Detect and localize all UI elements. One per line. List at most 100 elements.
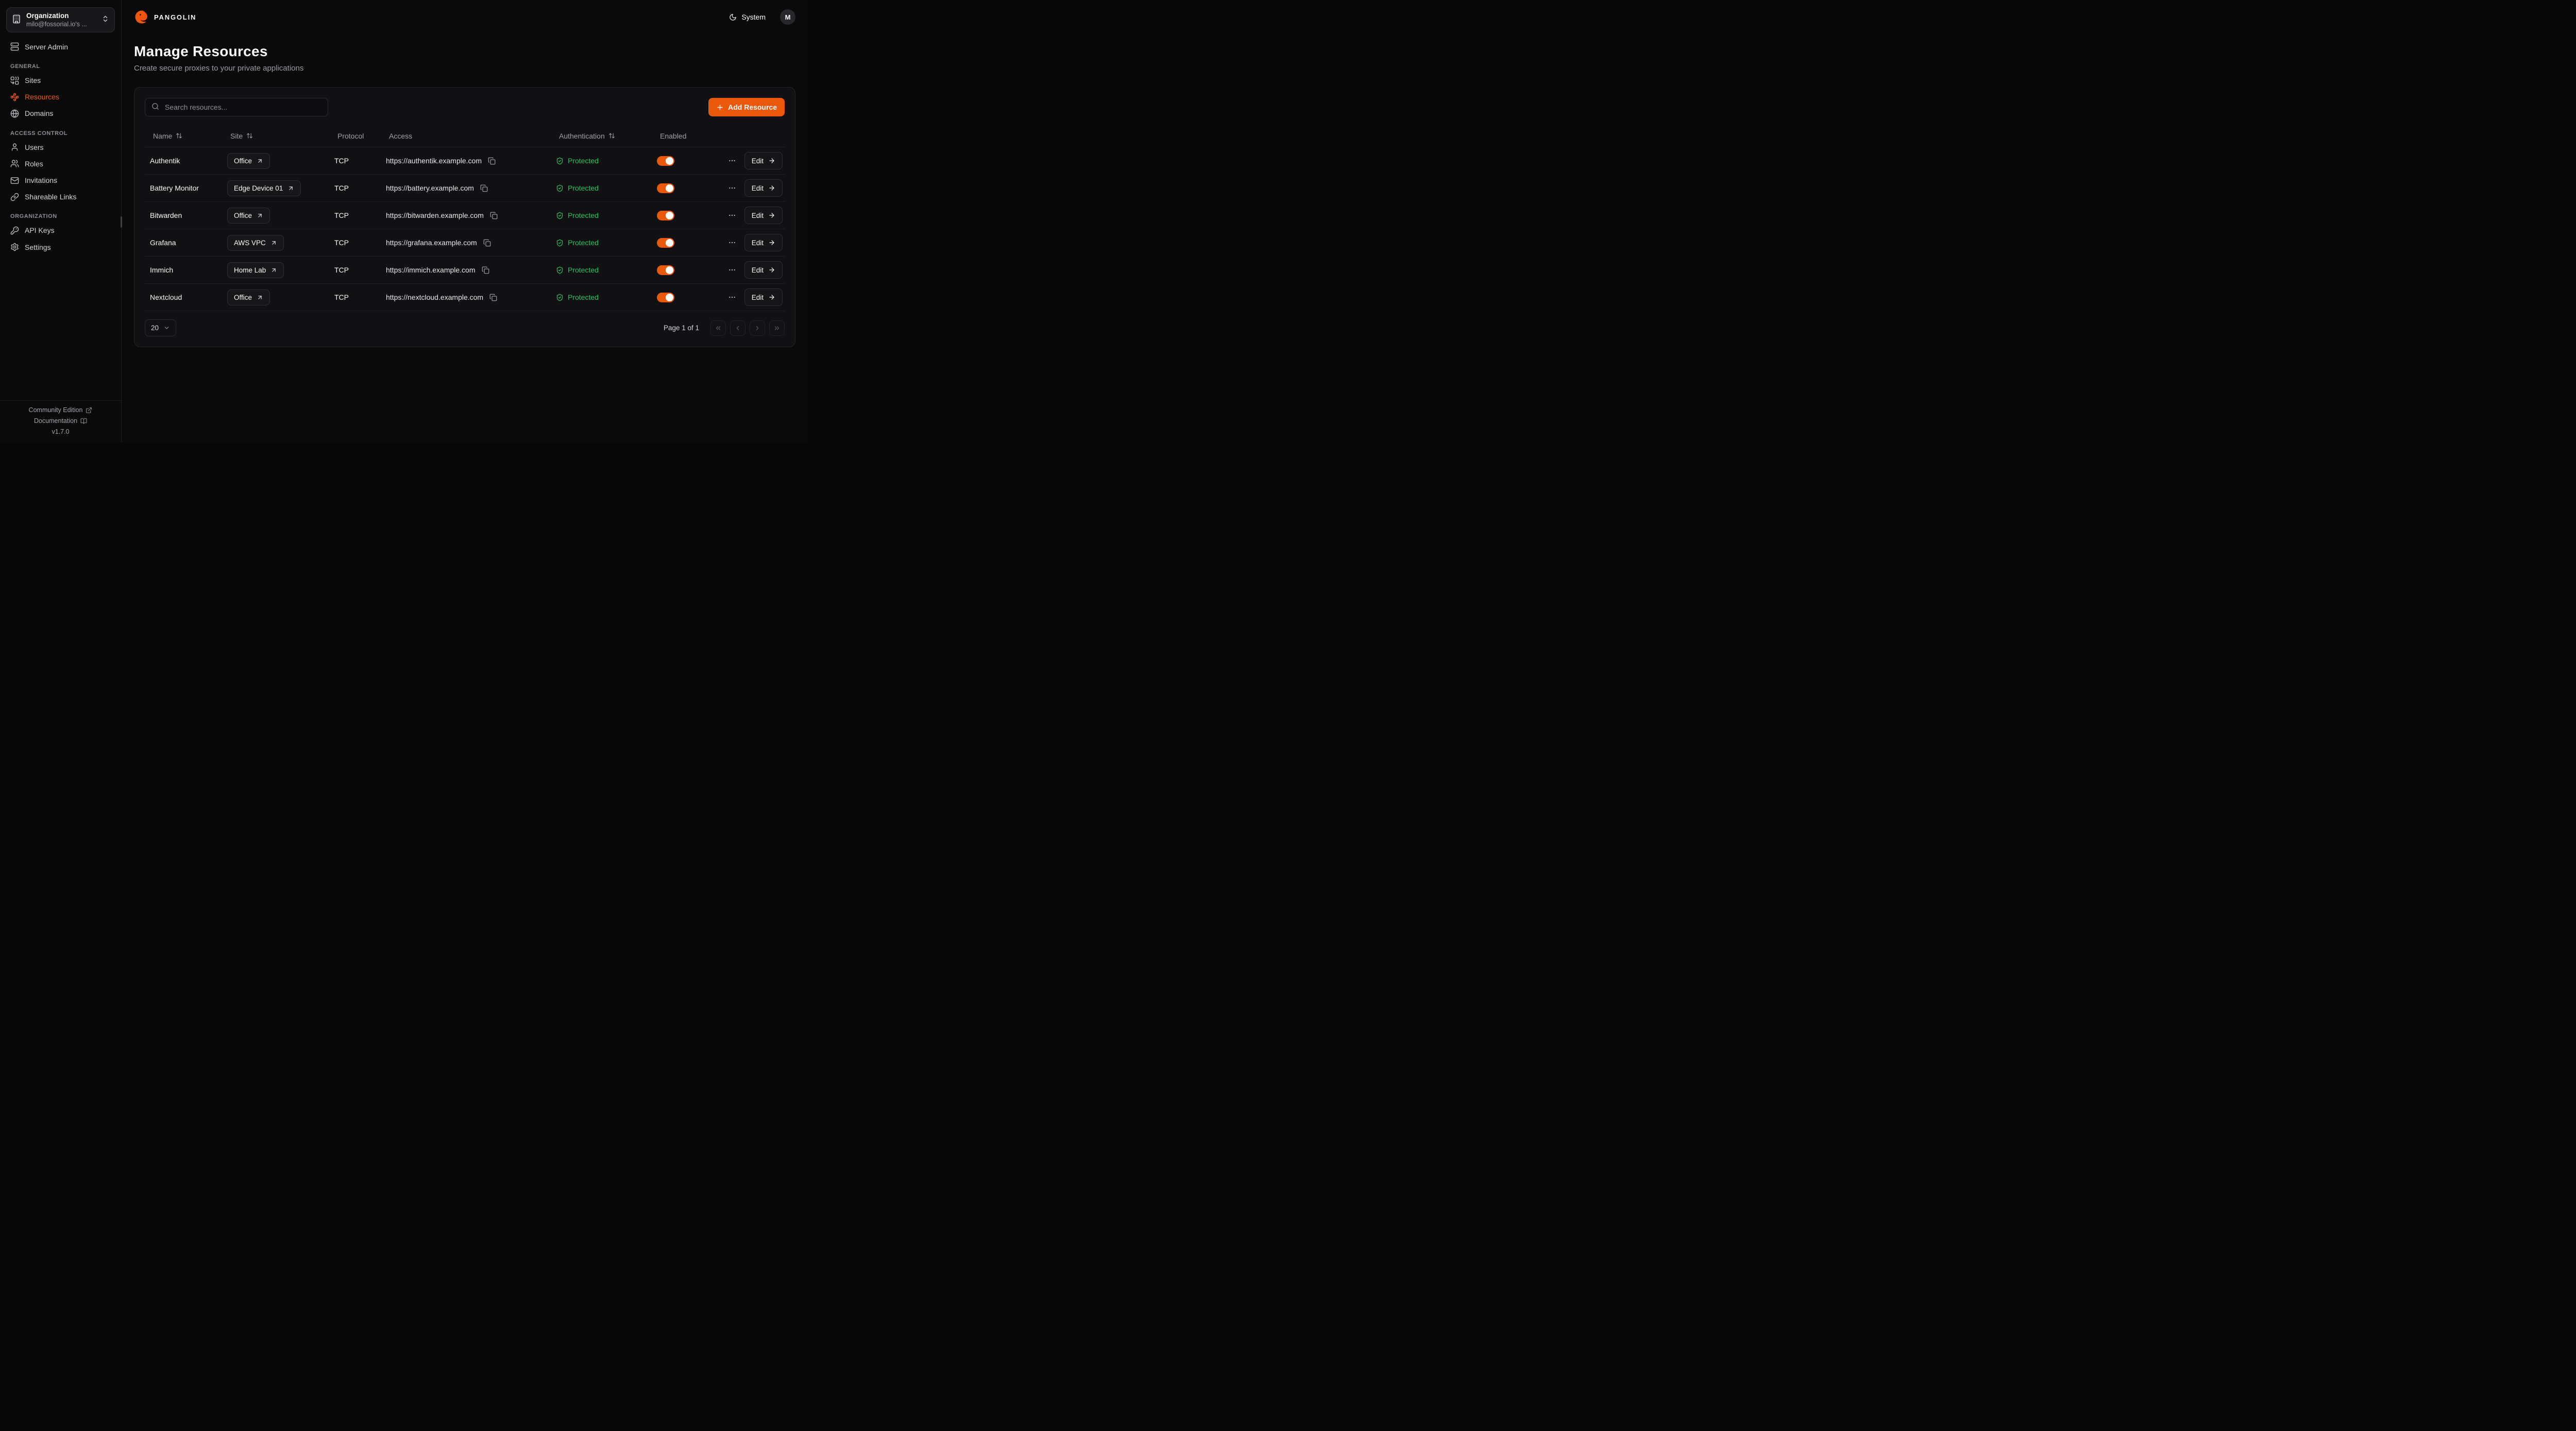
table-row: Grafana AWS VPC TCP https://grafana.exam…	[145, 229, 785, 257]
edit-button[interactable]: Edit	[744, 207, 783, 224]
sidebar-item-label: API Keys	[25, 226, 55, 235]
toggle-knob	[666, 266, 673, 274]
enabled-toggle[interactable]	[657, 265, 674, 275]
enabled-toggle[interactable]	[657, 237, 674, 248]
sidebar-item-domains[interactable]: Domains	[6, 105, 115, 122]
copy-url-button[interactable]	[488, 210, 499, 221]
arrow-up-right-icon	[257, 212, 263, 219]
link-icon	[10, 193, 19, 201]
brand: PANGOLIN	[134, 9, 196, 25]
sidebar-item-server-admin[interactable]: Server Admin	[6, 39, 115, 55]
resource-name: Battery Monitor	[150, 184, 199, 192]
sidebar-item-api-keys[interactable]: API Keys	[6, 222, 115, 238]
enabled-toggle[interactable]	[657, 183, 674, 193]
row-actions-button[interactable]	[725, 264, 739, 276]
enabled-toggle[interactable]	[657, 210, 674, 220]
copy-icon	[488, 157, 496, 165]
edit-label: Edit	[751, 293, 764, 301]
sidebar-item-shareable-links[interactable]: Shareable Links	[6, 189, 115, 205]
sort-icon	[246, 132, 253, 139]
search-input[interactable]	[164, 103, 321, 112]
sidebar-item-label: Domains	[25, 109, 54, 118]
row-actions-button[interactable]	[725, 182, 739, 194]
avatar[interactable]: M	[780, 9, 795, 25]
toggle-knob	[666, 211, 673, 219]
sidebar-item-invitations[interactable]: Invitations	[6, 172, 115, 189]
resource-name: Grafana	[150, 238, 176, 247]
add-resource-label: Add Resource	[728, 103, 777, 111]
sidebar-item-sites[interactable]: Sites	[6, 72, 115, 89]
chevrons-right-icon	[773, 325, 781, 332]
row-actions-button[interactable]	[725, 155, 739, 167]
chevrons-up-down-icon	[101, 15, 109, 24]
row-actions-button[interactable]	[725, 236, 739, 249]
theme-label: System	[741, 13, 766, 21]
resource-url: https://battery.example.com	[386, 184, 474, 192]
copy-icon	[480, 184, 488, 192]
column-header-name[interactable]: Name	[145, 131, 222, 141]
auth-status-label: Protected	[568, 266, 599, 274]
documentation-label: Documentation	[33, 417, 78, 424]
next-page-button[interactable]	[750, 320, 765, 336]
site-link-button[interactable]: Office	[227, 207, 270, 224]
toggle-knob	[666, 293, 673, 301]
sidebar-item-roles[interactable]: Roles	[6, 156, 115, 172]
site-link-button[interactable]: Office	[227, 152, 270, 169]
copy-url-button[interactable]	[480, 265, 491, 276]
site-link-button[interactable]: AWS VPC	[227, 234, 284, 251]
column-header-authentication[interactable]: Authentication	[551, 131, 652, 141]
sidebar-item-resources[interactable]: Resources	[6, 89, 115, 105]
arrow-right-icon	[768, 157, 775, 164]
arrow-up-right-icon	[270, 240, 277, 246]
site-link-button[interactable]: Edge Device 01	[227, 180, 301, 196]
org-picker[interactable]: Organization milo@fossorial.io's ...	[6, 7, 115, 32]
sidebar-top: Organization milo@fossorial.io's ...	[0, 0, 121, 35]
row-actions-button[interactable]	[725, 209, 739, 222]
org-texts: Organization milo@fossorial.io's ...	[26, 12, 96, 28]
topbar: PANGOLIN System M	[122, 0, 808, 30]
mail-icon	[10, 176, 19, 185]
enabled-toggle[interactable]	[657, 292, 674, 302]
section-label-access-control: ACCESS CONTROL	[10, 130, 67, 137]
sidebar-item-settings[interactable]: Settings	[6, 239, 115, 255]
edit-button[interactable]: Edit	[744, 234, 783, 251]
sidebar-item-users[interactable]: Users	[6, 139, 115, 156]
arrow-right-icon	[768, 239, 775, 246]
column-header-site[interactable]: Site	[222, 131, 329, 141]
toggle-knob	[666, 157, 673, 165]
main-area: PANGOLIN System M Manage Resources Creat…	[122, 0, 808, 442]
documentation-link[interactable]: Documentation	[6, 417, 115, 424]
edit-button[interactable]: Edit	[744, 261, 783, 279]
arrow-right-icon	[768, 294, 775, 301]
copy-url-button[interactable]	[482, 237, 493, 248]
org-name: Organization	[26, 12, 69, 20]
resource-url: https://authentik.example.com	[386, 157, 482, 165]
edit-label: Edit	[751, 157, 764, 165]
table-header: Name Site Protocol	[145, 125, 785, 147]
top-actions: System M	[726, 9, 795, 25]
edit-button[interactable]: Edit	[744, 288, 783, 306]
resources-card: Add Resource Name Site	[134, 87, 795, 347]
site-link-button[interactable]: Office	[227, 289, 270, 305]
copy-url-button[interactable]	[486, 156, 497, 166]
row-actions-button[interactable]	[725, 291, 739, 303]
auth-status-label: Protected	[568, 184, 599, 192]
first-page-button[interactable]	[710, 320, 726, 336]
edit-button[interactable]: Edit	[744, 179, 783, 197]
copy-url-button[interactable]	[488, 292, 499, 303]
sidebar-resize-handle[interactable]	[121, 216, 122, 228]
edit-button[interactable]: Edit	[744, 152, 783, 169]
copy-url-button[interactable]	[479, 183, 489, 194]
community-edition-label: Community Edition	[28, 406, 83, 414]
previous-page-button[interactable]	[730, 320, 745, 336]
add-resource-button[interactable]: Add Resource	[708, 98, 785, 116]
theme-toggle[interactable]: System	[726, 12, 769, 22]
site-link-button[interactable]: Home Lab	[227, 262, 284, 278]
enabled-toggle[interactable]	[657, 156, 674, 166]
last-page-button[interactable]	[769, 320, 785, 336]
shield-check-icon	[556, 212, 564, 219]
auth-status: Protected	[556, 184, 599, 192]
page-size-select[interactable]: 20	[145, 319, 177, 336]
community-edition-link[interactable]: Community Edition	[6, 406, 115, 414]
card-toolbar: Add Resource	[145, 98, 785, 116]
